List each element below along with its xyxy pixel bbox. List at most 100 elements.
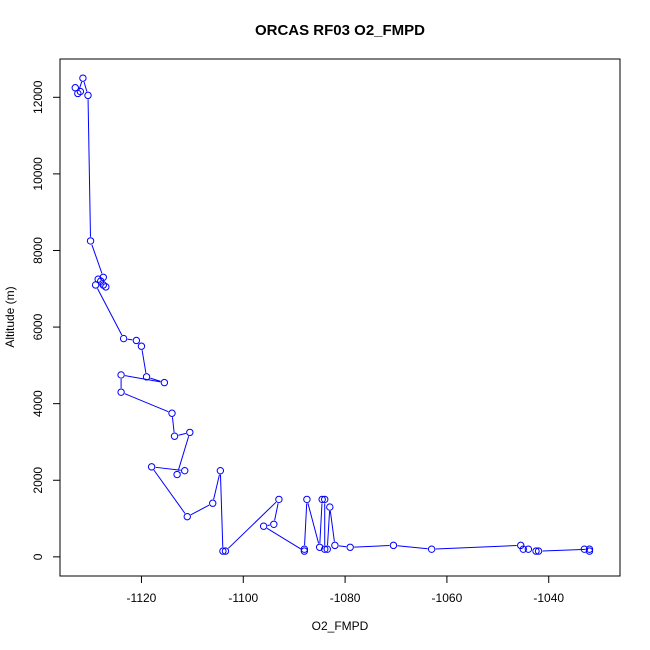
series-segment [127,338,133,341]
x-axis: -1120 -1100 -1080 -1060 -1040 [127,576,564,605]
data-point [300,547,309,555]
y-tick-label: 10000 [31,157,45,191]
data-point [119,334,128,343]
data-point [99,273,107,281]
data-point [91,281,100,289]
data-point [79,74,87,82]
data-point [168,409,176,417]
series-lines [78,81,586,552]
data-point [132,336,141,345]
data-point [534,547,543,555]
data-point [181,466,189,475]
plot-frame [59,58,621,577]
data-point [170,432,179,440]
y-tick-label: 0 [31,553,45,560]
data-point [532,547,540,555]
x-tick-label: -1060 [432,591,463,605]
series-segment [141,350,147,373]
data-point [259,522,268,530]
x-tick-label: -1080 [330,591,361,605]
series-segment [435,545,517,550]
series-segment [397,545,428,550]
data-point [323,545,331,553]
series-segment [542,548,586,552]
data-point [585,547,594,555]
series-segment [274,503,279,521]
data-point [102,283,110,291]
series-segment [319,503,323,544]
data-point [331,541,339,550]
series-segment [190,504,210,516]
series-segment [178,432,187,436]
y-axis: 0 2000 4000 6000 8000 10000 12000 [31,80,60,560]
series-segment [327,511,331,546]
series-segment [304,503,308,546]
data-point [300,545,309,553]
data-point [524,545,533,553]
data-point [173,470,181,479]
data-point [86,237,95,245]
series-segment [150,377,161,382]
series-segment [153,469,186,514]
data-point [84,91,92,100]
series-segment [83,81,88,92]
data-point [321,495,329,504]
series-segment [97,288,123,336]
x-tick-label: -1120 [127,591,157,605]
data-point [517,541,525,550]
series-segment [329,510,335,542]
data-point [219,547,227,555]
data-point [160,378,169,387]
data-point [270,520,278,528]
data-point [519,545,527,553]
data-point [321,545,329,553]
data-point [137,342,146,350]
data-point [318,495,326,504]
y-tick-label: 8000 [31,237,45,264]
x-axis-label: O2_FMPD [312,619,369,633]
data-point [147,463,156,471]
y-tick-label: 6000 [31,313,45,340]
data-point [303,495,311,504]
data-point [209,499,217,507]
data-point [74,89,82,98]
x-tick-label: -1040 [533,591,564,605]
series-segment [177,436,190,471]
series-segment [354,545,390,548]
data-point [221,547,230,555]
data-point [585,545,594,553]
data-point [216,466,225,475]
y-tick-label: 12000 [31,80,45,114]
y-tick-label: 2000 [31,467,45,494]
series-segment [338,545,347,548]
series-points [71,74,594,555]
data-point [142,373,151,381]
series-segment [227,501,277,549]
series-segment [124,393,169,413]
data-point [580,545,589,553]
series-segment [124,375,161,383]
data-point [427,545,436,553]
chart-title: ORCAS RF03 O2_FMPD [255,22,425,39]
series-segment [155,466,181,471]
data-point [389,541,398,550]
data-point [117,388,125,396]
data-point [346,543,354,551]
series-segment [219,474,224,548]
series-segment [171,417,175,433]
data-point [117,371,125,379]
y-tick-label: 4000 [31,390,45,417]
y-axis-label: Altitude (m) [3,286,17,347]
data-point [186,428,194,437]
x-tick-label: -1100 [228,591,258,605]
series-segment [266,527,302,550]
series-segment [307,503,320,544]
series-segment [87,99,91,237]
data-point [326,503,334,511]
series-segment [213,474,220,500]
data-point [183,512,191,521]
data-point [315,543,324,551]
data-point [275,495,283,504]
series-segment [91,244,103,274]
